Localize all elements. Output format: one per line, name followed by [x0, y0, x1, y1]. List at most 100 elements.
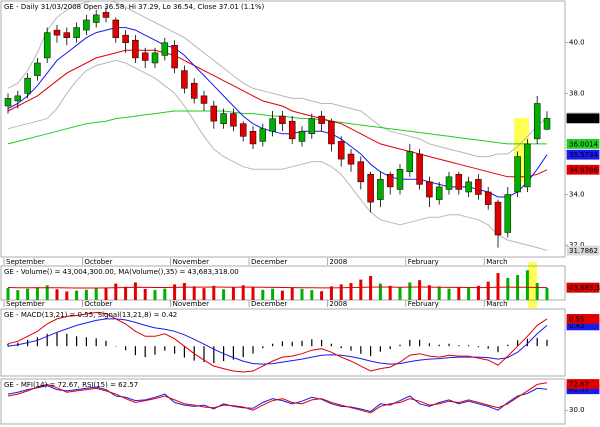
- candle-body: [318, 115, 325, 124]
- value-tag: [566, 282, 600, 293]
- candle-body: [435, 186, 443, 200]
- value-tag-label: 0.42: [569, 322, 585, 330]
- series-line: [7, 311, 548, 373]
- histogram-bar: [281, 341, 283, 347]
- histogram-bar: [76, 336, 78, 347]
- candle-body: [426, 181, 433, 198]
- histogram-bar: [134, 346, 136, 356]
- histogram-bar: [311, 339, 313, 347]
- volume-bar: [173, 284, 177, 300]
- series-line: [7, 318, 548, 365]
- candle-body: [112, 19, 120, 38]
- series-line: [7, 286, 548, 289]
- volume-bar: [124, 286, 128, 300]
- histogram-bar: [232, 346, 234, 360]
- histogram-bar: [85, 337, 87, 347]
- volume-bar: [310, 290, 314, 300]
- histogram-bar: [389, 346, 391, 350]
- candle-body: [308, 118, 316, 135]
- volume-bar: [231, 287, 235, 300]
- x-tick-label: February: [408, 300, 439, 308]
- y-tick-label: 32.0: [569, 241, 585, 249]
- volume-bar: [378, 283, 382, 300]
- volume-bar: [104, 287, 108, 300]
- volume-bar: [476, 285, 480, 300]
- histogram-bar: [409, 339, 411, 347]
- x-tick-label: October: [84, 300, 112, 308]
- histogram-bar: [66, 333, 68, 347]
- volume-bar: [163, 288, 167, 300]
- volume-bar: [369, 275, 373, 300]
- candle-body: [328, 120, 335, 145]
- value-tag: [566, 138, 600, 149]
- histogram-bar: [252, 346, 254, 354]
- histogram-bar: [448, 343, 450, 347]
- x-tick-label: 2008: [329, 258, 347, 266]
- volume-bar: [339, 284, 343, 300]
- histogram-bar: [56, 332, 58, 347]
- histogram-bar: [507, 344, 509, 347]
- volume-bar: [251, 286, 255, 300]
- volume-bar: [329, 286, 333, 300]
- volume-bar: [26, 288, 30, 300]
- histogram-bar: [291, 341, 293, 347]
- candle-body: [337, 141, 345, 160]
- histogram-bar: [546, 339, 548, 347]
- volume-bar: [398, 287, 402, 300]
- value-tag: [566, 164, 600, 175]
- value-tag-label: 34.9786: [569, 166, 598, 174]
- histogram-bar: [144, 346, 146, 358]
- value-tag-label: 36.0014: [569, 140, 598, 148]
- histogram-bar: [477, 346, 479, 348]
- candle-body: [92, 14, 100, 23]
- series-line: [7, 59, 548, 251]
- volume-bar: [300, 288, 304, 300]
- value-tag: [566, 149, 600, 160]
- panel-frame: [0, 0, 566, 258]
- volume-bar: [133, 282, 137, 300]
- y-tick-label: 34.0: [569, 191, 585, 199]
- histogram-bar: [487, 346, 489, 349]
- candle-body: [53, 29, 61, 36]
- candle-body: [171, 45, 178, 69]
- candle-body: [406, 151, 414, 173]
- value-tag-label: 35.5734: [569, 151, 598, 159]
- panel-title: GE - Daily 31/03/2008 Open 36.58, Hi 37.…: [4, 3, 265, 11]
- histogram-bar: [272, 343, 274, 347]
- volume-bar: [320, 291, 324, 300]
- x-tick-label: October: [84, 258, 112, 266]
- candle-body: [416, 153, 423, 185]
- volume-bar: [388, 285, 392, 300]
- candle-body: [524, 143, 531, 188]
- candle-body: [230, 113, 237, 127]
- histogram-bar: [536, 337, 538, 347]
- histogram-bar: [242, 346, 244, 358]
- histogram-bar: [330, 343, 332, 347]
- volume-bar: [447, 288, 451, 300]
- candle-body: [63, 32, 71, 38]
- candle-body: [514, 156, 521, 193]
- x-tick-label: September: [6, 300, 45, 308]
- value-tag: [566, 245, 600, 256]
- candle-body: [102, 12, 110, 18]
- volume-bar: [290, 287, 294, 300]
- value-tag-label: 43,683,318: [569, 284, 600, 292]
- candle-body: [181, 70, 188, 89]
- histogram-bar: [7, 343, 9, 347]
- candle-body: [455, 174, 463, 190]
- histogram-bar: [379, 346, 381, 352]
- candle-body: [269, 118, 276, 132]
- volume-bar: [153, 290, 157, 300]
- candle-body: [484, 191, 492, 205]
- candle-body: [279, 115, 286, 124]
- histogram-bar: [438, 344, 440, 347]
- candle-body: [298, 131, 306, 142]
- histogram-bar: [105, 340, 107, 347]
- candle-body: [141, 52, 149, 61]
- histogram-bar: [183, 346, 185, 358]
- histogram-bar: [95, 338, 97, 347]
- candle-body: [377, 179, 384, 200]
- histogram-bar: [526, 338, 528, 347]
